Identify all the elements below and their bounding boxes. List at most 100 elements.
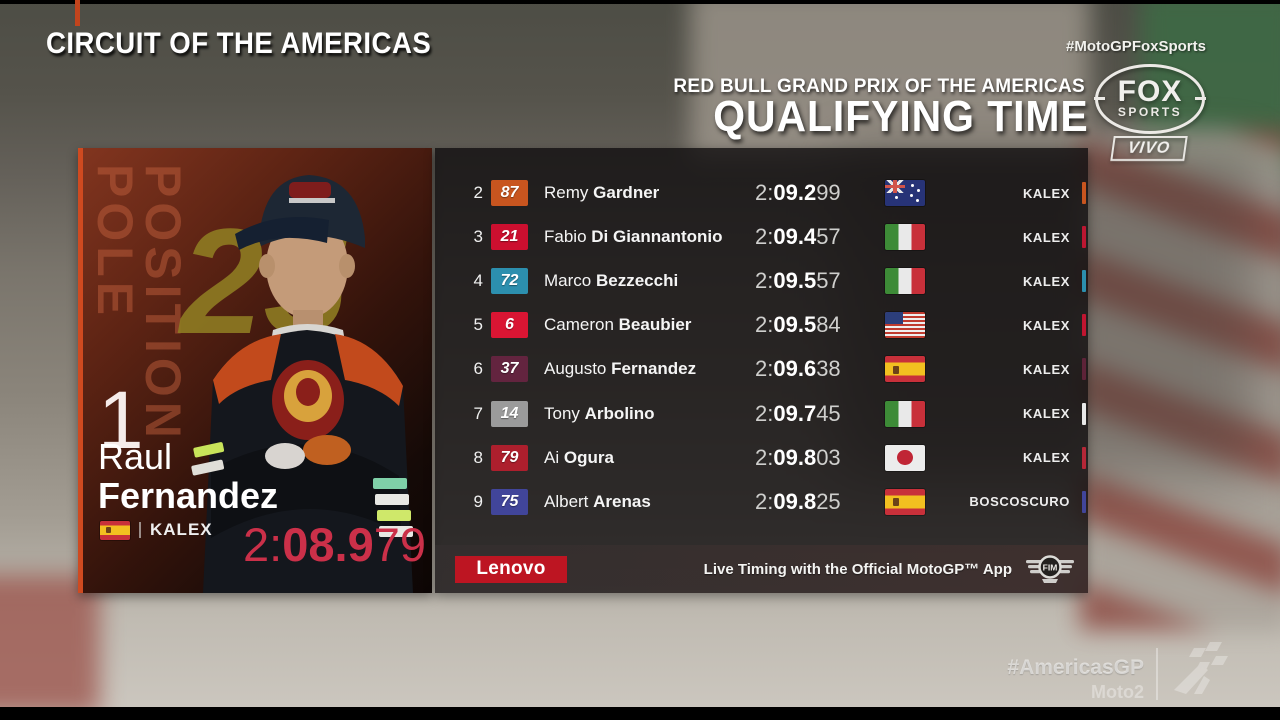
rider-name: Cameron Beaubier — [544, 315, 755, 335]
result-row: 6 37 Augusto Fernandez 2:09.638 KALEX — [435, 347, 1088, 391]
chassis-label: KALEX — [1022, 361, 1070, 377]
page-title: QUALIFYING TIME — [713, 92, 1089, 141]
rider-number-badge: 87 — [491, 180, 528, 207]
rider-last-name: Ogura — [563, 447, 614, 467]
country-flag — [885, 180, 925, 207]
position-number: 7 — [473, 403, 483, 423]
background-curb-right — [1080, 130, 1280, 630]
lap-time: 2:09.557 — [755, 268, 841, 294]
team-color-tick — [1082, 490, 1086, 513]
qualifying-results-panel: 2 87 Remy Gardner 2:09.299 KALEX 3 21 Fa… — [435, 148, 1088, 593]
rider-first-name: Albert — [544, 491, 589, 511]
rider-last-name: Arbolino — [584, 403, 655, 423]
rider-number: 14 — [500, 404, 519, 422]
result-row: 9 75 Albert Arenas 2:09.825 BOSCOSCURO — [435, 480, 1088, 524]
rider-last-name: Arenas — [593, 491, 651, 511]
position-number: 4 — [473, 271, 483, 291]
team-color-tick — [1082, 226, 1086, 249]
rider-first-name: Augusto — [544, 359, 607, 379]
rider-number-badge: 75 — [491, 488, 528, 515]
country-flag — [885, 268, 925, 295]
rider-number: 79 — [500, 448, 519, 466]
broadcast-hashtag: #MotoGPFoxSports — [1065, 38, 1206, 55]
background-curb-left — [0, 575, 100, 715]
chassis-label: KALEX — [1022, 185, 1070, 201]
rider-photo — [191, 175, 413, 593]
rider-first-name: Cameron — [544, 315, 614, 335]
chassis-label: KALEX — [1022, 273, 1070, 289]
lap-time: 2:09.457 — [755, 224, 841, 250]
rider-number: 72 — [500, 272, 519, 290]
rider-number-badge: 21 — [491, 224, 528, 251]
rider-number: 37 — [500, 360, 519, 378]
fox-sports-logo: FOX SPORTS — [1094, 64, 1206, 134]
country-flag — [885, 488, 925, 515]
position-number: 2 — [473, 183, 483, 203]
rider-name: Fabio Di Giannantonio — [544, 227, 755, 247]
rider-last-name: Fernandez — [611, 359, 697, 379]
result-row: 8 79 Ai Ogura 2:09.803 KALEX — [435, 436, 1088, 480]
pole-flag-row: KALEX — [100, 520, 213, 540]
rider-first-name: Fabio — [544, 227, 587, 247]
country-flag — [885, 224, 925, 251]
rider-number: 21 — [500, 228, 519, 246]
rider-name: Remy Gardner — [544, 183, 755, 203]
rider-name: Albert Arenas — [544, 492, 755, 512]
live-badge: VIVO — [1110, 136, 1188, 161]
team-color-tick — [1082, 314, 1086, 337]
country-flag — [885, 400, 925, 427]
background-stairs — [690, 0, 1090, 160]
live-badge-label: VIVO — [1126, 139, 1172, 157]
rider-number: 75 — [500, 492, 519, 510]
chassis-label: KALEX — [1022, 317, 1070, 333]
result-row: 2 87 Remy Gardner 2:09.299 KALEX — [435, 171, 1088, 215]
event-hashtag: #AmericasGP — [1007, 656, 1144, 679]
pole-first-name: Raul — [98, 436, 173, 477]
event-name: RED BULL GRAND PRIX OF THE AMERICAS — [673, 76, 1085, 97]
rider-first-name: Remy — [544, 183, 589, 203]
country-flag — [885, 356, 925, 383]
lap-time: 2:09.299 — [755, 180, 841, 206]
fim-logo: FIM — [1026, 555, 1074, 583]
results-rows: 2 87 Remy Gardner 2:09.299 KALEX 3 21 Fa… — [435, 148, 1088, 545]
fim-logo-text: FIM — [1043, 563, 1058, 573]
position-number: 5 — [473, 315, 483, 335]
team-color-tick — [1082, 270, 1086, 293]
pole-last-name: Fernandez — [98, 475, 279, 516]
letterbox-bottom — [0, 707, 1280, 720]
result-row: 3 21 Fabio Di Giannantonio 2:09.457 KALE… — [435, 215, 1088, 259]
rider-name: Tony Arbolino — [544, 404, 755, 424]
pole-banner-word: POLE — [87, 164, 143, 321]
pole-lap-time: 2:08.979 — [243, 518, 426, 571]
lenovo-logo: Lenovo — [455, 555, 567, 583]
position-number: 6 — [473, 359, 483, 379]
rider-number-badge: 6 — [491, 312, 528, 339]
rider-number: 87 — [500, 184, 519, 202]
fox-logo-text: FOX — [1117, 75, 1183, 109]
result-row: 4 72 Marco Bezzecchi 2:09.557 KALEX — [435, 259, 1088, 303]
country-flag — [885, 312, 925, 339]
country-flag-spain — [100, 520, 130, 540]
team-color-tick — [1082, 182, 1086, 205]
team-color-tick — [1082, 402, 1086, 425]
rider-last-name: Beaubier — [618, 315, 692, 335]
pole-accent-strip — [78, 148, 83, 593]
rider-name: Marco Bezzecchi — [544, 271, 755, 291]
chassis-label: KALEX — [1022, 229, 1070, 245]
chassis-label: KALEX — [1022, 406, 1070, 422]
lenovo-logo-text: Lenovo — [476, 558, 546, 579]
pole-position-panel: POLE POSITION 25 — [78, 148, 432, 593]
team-color-tick — [1082, 358, 1086, 381]
lap-time: 2:09.638 — [755, 356, 841, 382]
position-number: 8 — [473, 447, 483, 467]
pole-position-number: 1 — [98, 375, 144, 466]
rider-number-badge: 37 — [491, 356, 528, 383]
team-color-tick — [1082, 446, 1086, 469]
rider-name: Augusto Fernandez — [544, 359, 755, 379]
rider-number: 6 — [505, 316, 514, 334]
rider-name: Ai Ogura — [544, 448, 755, 468]
lap-time: 2:09.584 — [755, 312, 841, 338]
position-number: 9 — [473, 491, 483, 511]
lap-time: 2:09.825 — [755, 488, 841, 514]
rider-last-name: Gardner — [593, 183, 660, 203]
